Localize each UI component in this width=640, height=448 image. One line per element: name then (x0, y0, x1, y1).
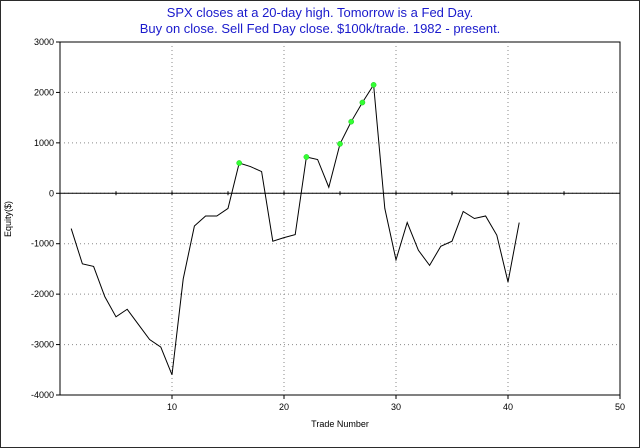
x-tick-label: 30 (391, 402, 401, 412)
series-equity (70, 82, 520, 376)
y-tick-label: 1000 (34, 138, 54, 148)
equity-high-point (303, 154, 310, 160)
equity-high-point (359, 99, 366, 106)
chart-title: SPX closes at a 20-day high. Tomorrow is… (166, 5, 474, 20)
x-tick-label: 20 (279, 402, 289, 412)
y-tick-label: -2000 (31, 289, 54, 299)
equity-high-point (337, 141, 343, 147)
y-tick-label: 2000 (34, 87, 54, 97)
equity-high-point (348, 118, 355, 125)
y-tick-label: -3000 (31, 340, 54, 350)
y-tick-label: 0 (49, 188, 54, 198)
y-tick-label: -1000 (31, 239, 54, 249)
x-tick-label: 10 (167, 402, 177, 412)
chart-subtitle: Buy on close. Sell Fed Day close. $100k/… (139, 21, 501, 36)
equity-line (70, 83, 520, 376)
equity-high-point (236, 160, 243, 166)
y-tick-label: -4000 (31, 390, 54, 400)
x-tick-label: 40 (503, 402, 513, 412)
plot-area (59, 41, 621, 396)
y-axis-label: Equity($) (3, 201, 13, 237)
equity-high-point (370, 82, 377, 88)
x-tick-label: 50 (615, 402, 625, 412)
grid-lines (60, 42, 620, 395)
y-tick-label: 3000 (34, 37, 54, 47)
x-axis-label: Trade Number (311, 419, 369, 429)
axes: 10 20 30 40 50 3000 2000 1000 0 -1000 -2000 -3000 -4… (31, 37, 625, 412)
